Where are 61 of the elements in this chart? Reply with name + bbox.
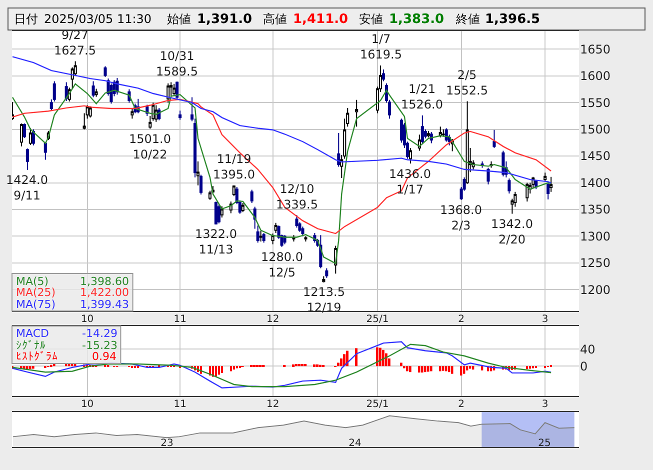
annotation: 1,398.60: [80, 275, 129, 288]
text: 1,383.0: [389, 12, 444, 27]
y-tick-label: 1500: [580, 122, 611, 137]
x-tick-label: 11: [174, 314, 186, 325]
x-tick-label: 23: [160, 438, 174, 449]
annotation: 1322.0 11/13: [195, 227, 237, 257]
text: MA(5): [16, 275, 49, 288]
text: 1,396.5: [485, 12, 540, 27]
x-tick-label: 3: [542, 314, 548, 325]
y-tick-label: 0: [580, 359, 588, 374]
y-tick-label: 1200: [580, 282, 611, 297]
annotation: -14.29: [82, 327, 118, 340]
annotation: 1,422.00: [80, 286, 129, 299]
x-tick-label: 10: [80, 314, 94, 325]
series-label: ｼｸﾞﾅﾙ: [16, 339, 46, 352]
annotation: 1213.5 12/19: [303, 285, 345, 315]
x-tick-label: 25: [538, 438, 551, 449]
annotation: 1501.0 10/22: [129, 132, 171, 162]
text: 終値: [455, 12, 480, 26]
annotation: 9/27 1627.5: [54, 28, 96, 58]
y-tick-label: 1250: [580, 256, 611, 270]
annotation: 0.94: [92, 350, 116, 363]
text: MACD: [16, 327, 49, 340]
y-tick-label: 1450: [580, 149, 611, 164]
text: MA(25): [16, 286, 56, 299]
y-tick-label: 1650: [580, 42, 611, 56]
x-tick-label: 24: [348, 438, 362, 449]
x-tick-label: 11: [174, 399, 186, 410]
y-tick-label: 1400: [580, 176, 611, 190]
x-tick-label: 3: [542, 399, 548, 410]
series-label: ﾋｽﾄｸﾞﾗﾑ: [16, 350, 58, 363]
annotation: 1/21 1526.0: [401, 82, 443, 112]
text: 日付: [14, 12, 38, 26]
text: 1,411.0: [293, 12, 348, 27]
annotation: 1/7 1619.5: [360, 32, 402, 62]
x-tick-label: 12: [266, 314, 280, 325]
annotation: 10/31 1589.5: [156, 49, 198, 79]
x-tick-label: 2: [458, 314, 464, 325]
annotation: 1424.0 9/11: [6, 173, 48, 203]
text: 高値: [263, 12, 287, 26]
text: 2025/03/05 11:30: [44, 12, 152, 26]
y-tick-label: 1350: [580, 202, 611, 217]
y-tick-label: 1300: [580, 229, 611, 244]
annotation: 1,399.43: [80, 298, 129, 311]
x-tick-label: 10: [80, 399, 94, 410]
y-tick-label: 40: [580, 342, 596, 356]
y-tick-label: 1550: [580, 96, 611, 110]
x-tick-label: 25/1: [366, 314, 389, 325]
y-tick-label: 1600: [580, 69, 611, 84]
x-tick-label: 12: [266, 399, 280, 410]
x-tick-label: 2: [458, 399, 464, 410]
text: 安値: [359, 12, 383, 26]
annotation: 1368.0 2/3: [440, 203, 482, 233]
annotation: 2/5 1552.5: [446, 68, 488, 98]
annotation: -15.23: [82, 339, 118, 352]
x-tick-label: 25/1: [366, 399, 389, 410]
text: MA(75): [16, 298, 56, 311]
annotation: 1280.0 12/5: [261, 250, 303, 280]
annotation: 1342.0 2/20: [491, 217, 533, 247]
text: 1,391.0: [197, 12, 252, 27]
text: 始値: [167, 12, 191, 26]
